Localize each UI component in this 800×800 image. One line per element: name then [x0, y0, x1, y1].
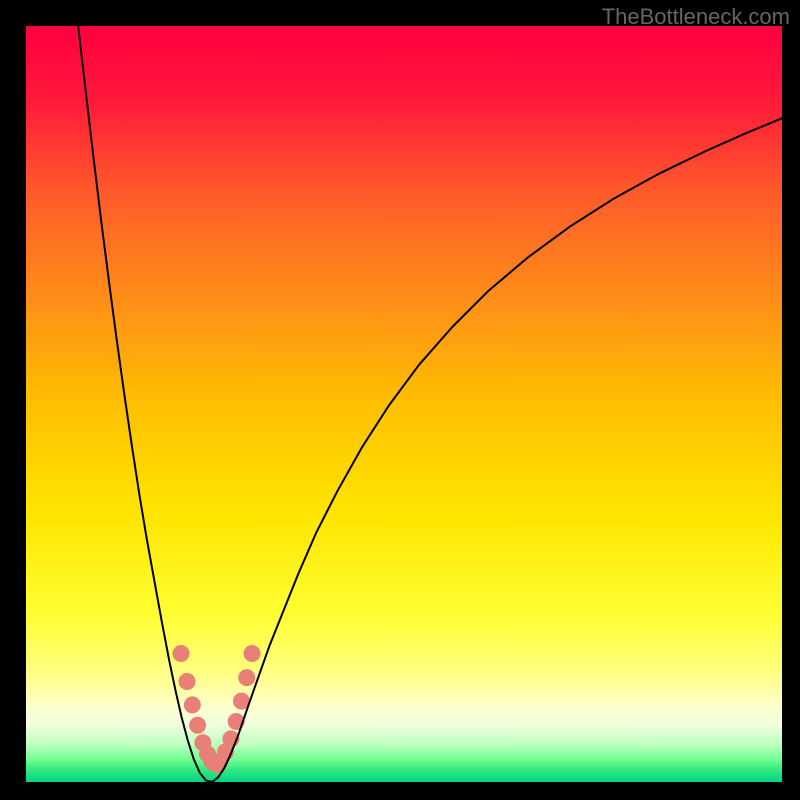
- bottleneck-curve: [78, 26, 782, 782]
- data-marker: [190, 717, 206, 733]
- curve-layer: [26, 26, 782, 782]
- data-marker: [173, 645, 189, 661]
- plot-area: [26, 26, 782, 782]
- chart-container: TheBottleneck.com: [0, 0, 800, 800]
- watermark-text: TheBottleneck.com: [602, 4, 790, 30]
- data-marker: [179, 673, 195, 689]
- data-marker: [239, 670, 255, 686]
- data-marker: [244, 645, 260, 661]
- data-marker: [184, 697, 200, 713]
